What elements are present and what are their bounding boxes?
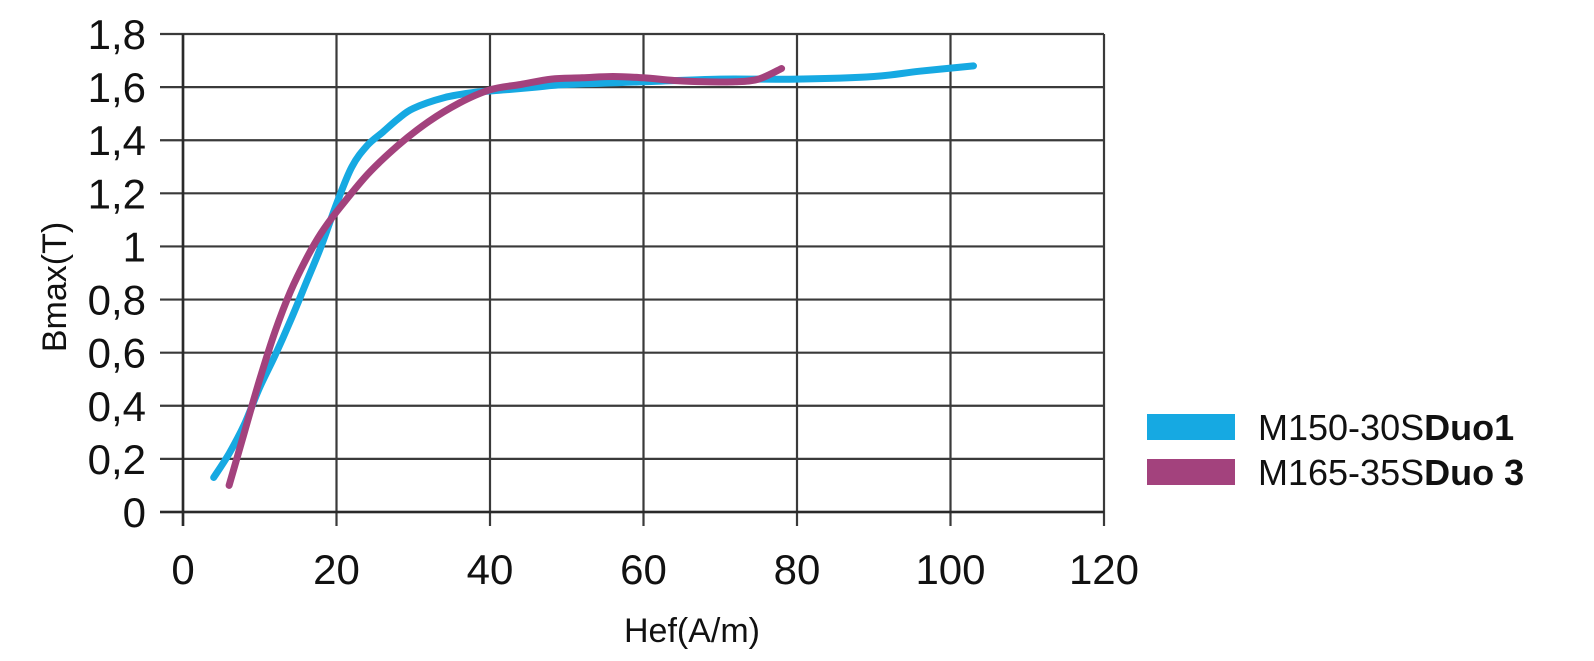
series-line-2 — [225, 65, 786, 489]
x-tick-label: 60 — [620, 546, 667, 593]
legend-swatch — [1147, 414, 1235, 440]
y-tick-label: 0,2 — [88, 436, 146, 483]
legend-label-brand: Duo 3 — [1424, 452, 1524, 493]
legend-label-grade: M150-30S — [1258, 407, 1424, 448]
y-tick-label: 1 — [123, 223, 146, 270]
legend-label: M150-30SDuo1 — [1258, 407, 1514, 448]
x-tick-label: 20 — [313, 546, 360, 593]
series-lines — [210, 62, 977, 489]
y-tick-label: 0 — [123, 489, 146, 536]
legend-label-grade: M165-35S — [1258, 452, 1424, 493]
tick-labels: 0 0,2 0,4 0,6 0,8 1 1,2 1,4 1,6 1,8 0 20 40 60 80 100 12… — [88, 11, 1139, 593]
grid — [160, 32, 1106, 526]
axes — [160, 34, 1104, 526]
y-tick-label: 1,8 — [88, 11, 146, 58]
y-tick-label: 0,6 — [88, 330, 146, 377]
x-tick-label: 80 — [774, 546, 821, 593]
legend-swatch — [1147, 459, 1235, 485]
y-tick-label: 0,8 — [88, 277, 146, 324]
y-axis-title: Bmax(T) — [36, 222, 74, 352]
y-tick-label: 1,6 — [88, 64, 146, 111]
x-axis-title: Hef(A/m) — [624, 612, 760, 650]
y-tick-label: 1,4 — [88, 117, 146, 164]
x-tick-label: 0 — [171, 546, 194, 593]
y-tick-label: 1,2 — [88, 170, 146, 217]
x-tick-label: 40 — [467, 546, 514, 593]
x-tick-label: 100 — [915, 546, 985, 593]
x-tick-label: 120 — [1069, 546, 1139, 593]
legend-label-brand: Duo1 — [1424, 407, 1514, 448]
series-line-1 — [210, 62, 977, 481]
y-tick-label: 0,4 — [88, 383, 146, 430]
legend-label: M165-35SDuo 3 — [1258, 452, 1524, 493]
